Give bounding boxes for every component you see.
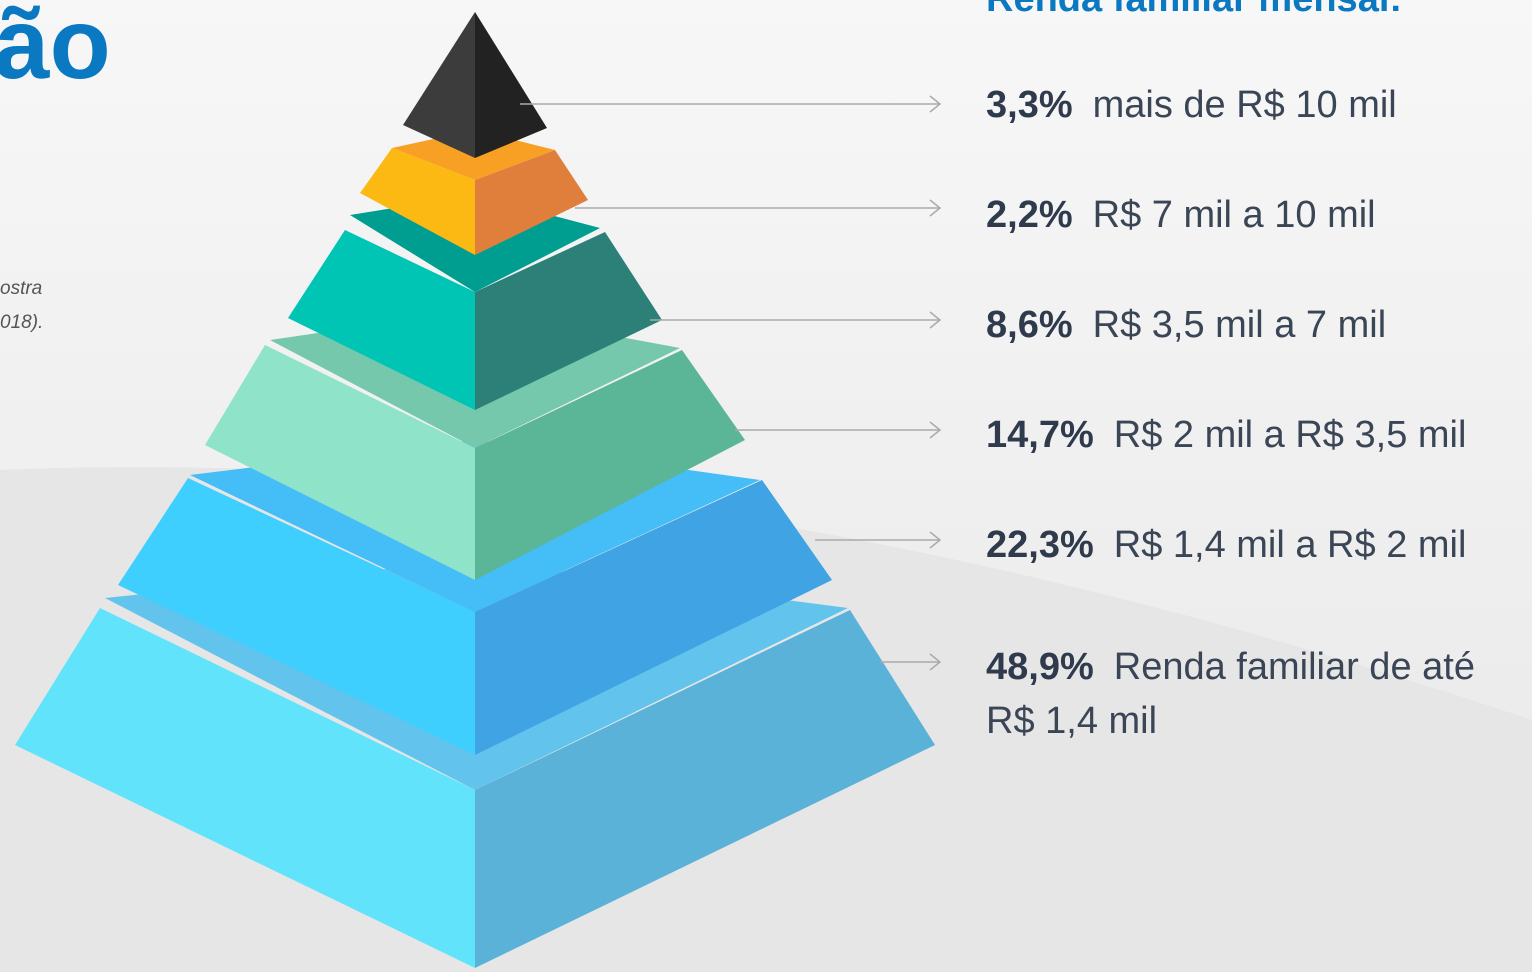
tier-1: [403, 12, 547, 158]
label: R$ 7 mil a 10 mil: [1092, 194, 1376, 236]
legend-item: 22,3% R$ 1,4 mil a R$ 2 mil: [986, 518, 1466, 572]
label: R$ 1,4 mil a R$ 2 mil: [1113, 524, 1467, 566]
label: R$ 2 mil a R$ 3,5 mil: [1113, 414, 1467, 456]
note: ostra: [0, 278, 43, 299]
percent: 14,7%: [986, 414, 1094, 456]
legend-item: 3,3% mais de R$ 10 mil: [986, 78, 1397, 132]
legend-item: 2,2% R$ 7 mil a 10 mil: [986, 188, 1376, 242]
label: mais de R$ 10 mil: [1092, 84, 1397, 126]
connectors: [520, 95, 942, 671]
legend-item: 48,9% Renda familiar de até R$ 1,4 mil: [986, 640, 1486, 748]
legend-item: 8,6% R$ 3,5 mil a 7 mil: [986, 298, 1386, 352]
heading: Renda familiar mensal:: [986, 0, 1402, 21]
percent: 3,3%: [986, 84, 1073, 126]
title: ão: [0, 0, 111, 100]
label: R$ 3,5 mil a 7 mil: [1092, 304, 1387, 346]
percent: 2,2%: [986, 194, 1073, 236]
legend-item: 14,7% R$ 2 mil a R$ 3,5 mil: [986, 408, 1466, 462]
percent: 48,9%: [986, 646, 1094, 688]
percent: 8,6%: [986, 304, 1073, 346]
note: 018).: [0, 312, 44, 333]
percent: 22,3%: [986, 524, 1094, 566]
label: Renda familiar de até R$ 1,4 mil: [986, 646, 1475, 742]
